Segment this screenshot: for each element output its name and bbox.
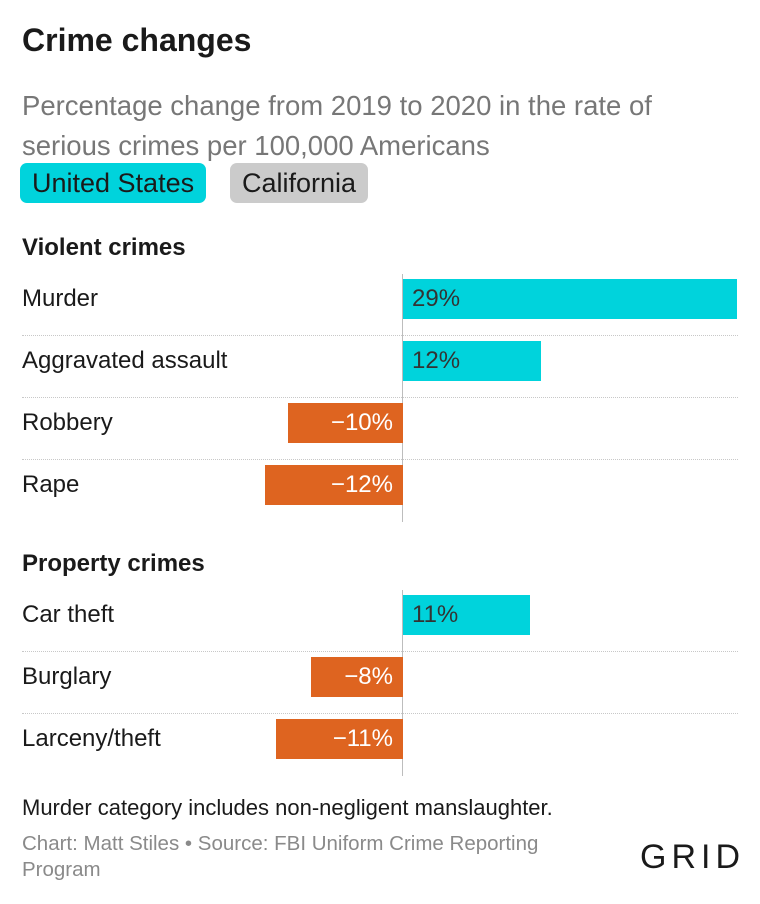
row-separator: [22, 651, 738, 652]
row-label: Rape: [22, 471, 80, 498]
bar: [310, 657, 403, 697]
bar-value-label: −10%: [330, 409, 393, 436]
credit-line: Chart: Matt Stiles • Source: FBI Uniform…: [22, 832, 539, 881]
bar-value-label: −8%: [344, 663, 393, 690]
row-separator: [22, 335, 738, 336]
bar: [403, 279, 737, 319]
zero-axis-line: [402, 274, 403, 522]
section-title: Property crimes: [22, 550, 205, 577]
bar-value-label: 29%: [412, 285, 461, 312]
row-separator: [22, 713, 738, 714]
row-label: Robbery: [22, 409, 113, 436]
bar-value-label: −12%: [330, 471, 393, 498]
row-separator: [22, 459, 738, 460]
toggle-california[interactable]: California: [230, 163, 369, 203]
footnote: Murder category includes non-negligent m…: [22, 795, 553, 820]
row-label: Car theft: [22, 601, 115, 628]
grid-logo: GRID: [640, 838, 745, 876]
bar: [403, 595, 530, 635]
bar: [264, 465, 403, 505]
toggle-united-states[interactable]: United States: [20, 163, 207, 203]
section-title: Violent crimes: [22, 234, 186, 261]
chart-title: Crime changes: [22, 22, 252, 58]
row-label: Larceny/theft: [22, 725, 161, 752]
chart-subtitle: Percentage change from 2019 to 2020 in t…: [22, 90, 652, 161]
bar: [276, 719, 403, 759]
row-label: Aggravated assault: [22, 347, 228, 374]
bar-value-label: −11%: [332, 725, 393, 752]
row-separator: [22, 397, 738, 398]
row-label: Murder: [22, 285, 99, 312]
bar: [403, 341, 542, 381]
bar-value-label: 12%: [412, 347, 461, 374]
bar: [287, 403, 403, 443]
bar-value-label: 11%: [412, 601, 459, 628]
row-label: Burglary: [22, 663, 112, 690]
